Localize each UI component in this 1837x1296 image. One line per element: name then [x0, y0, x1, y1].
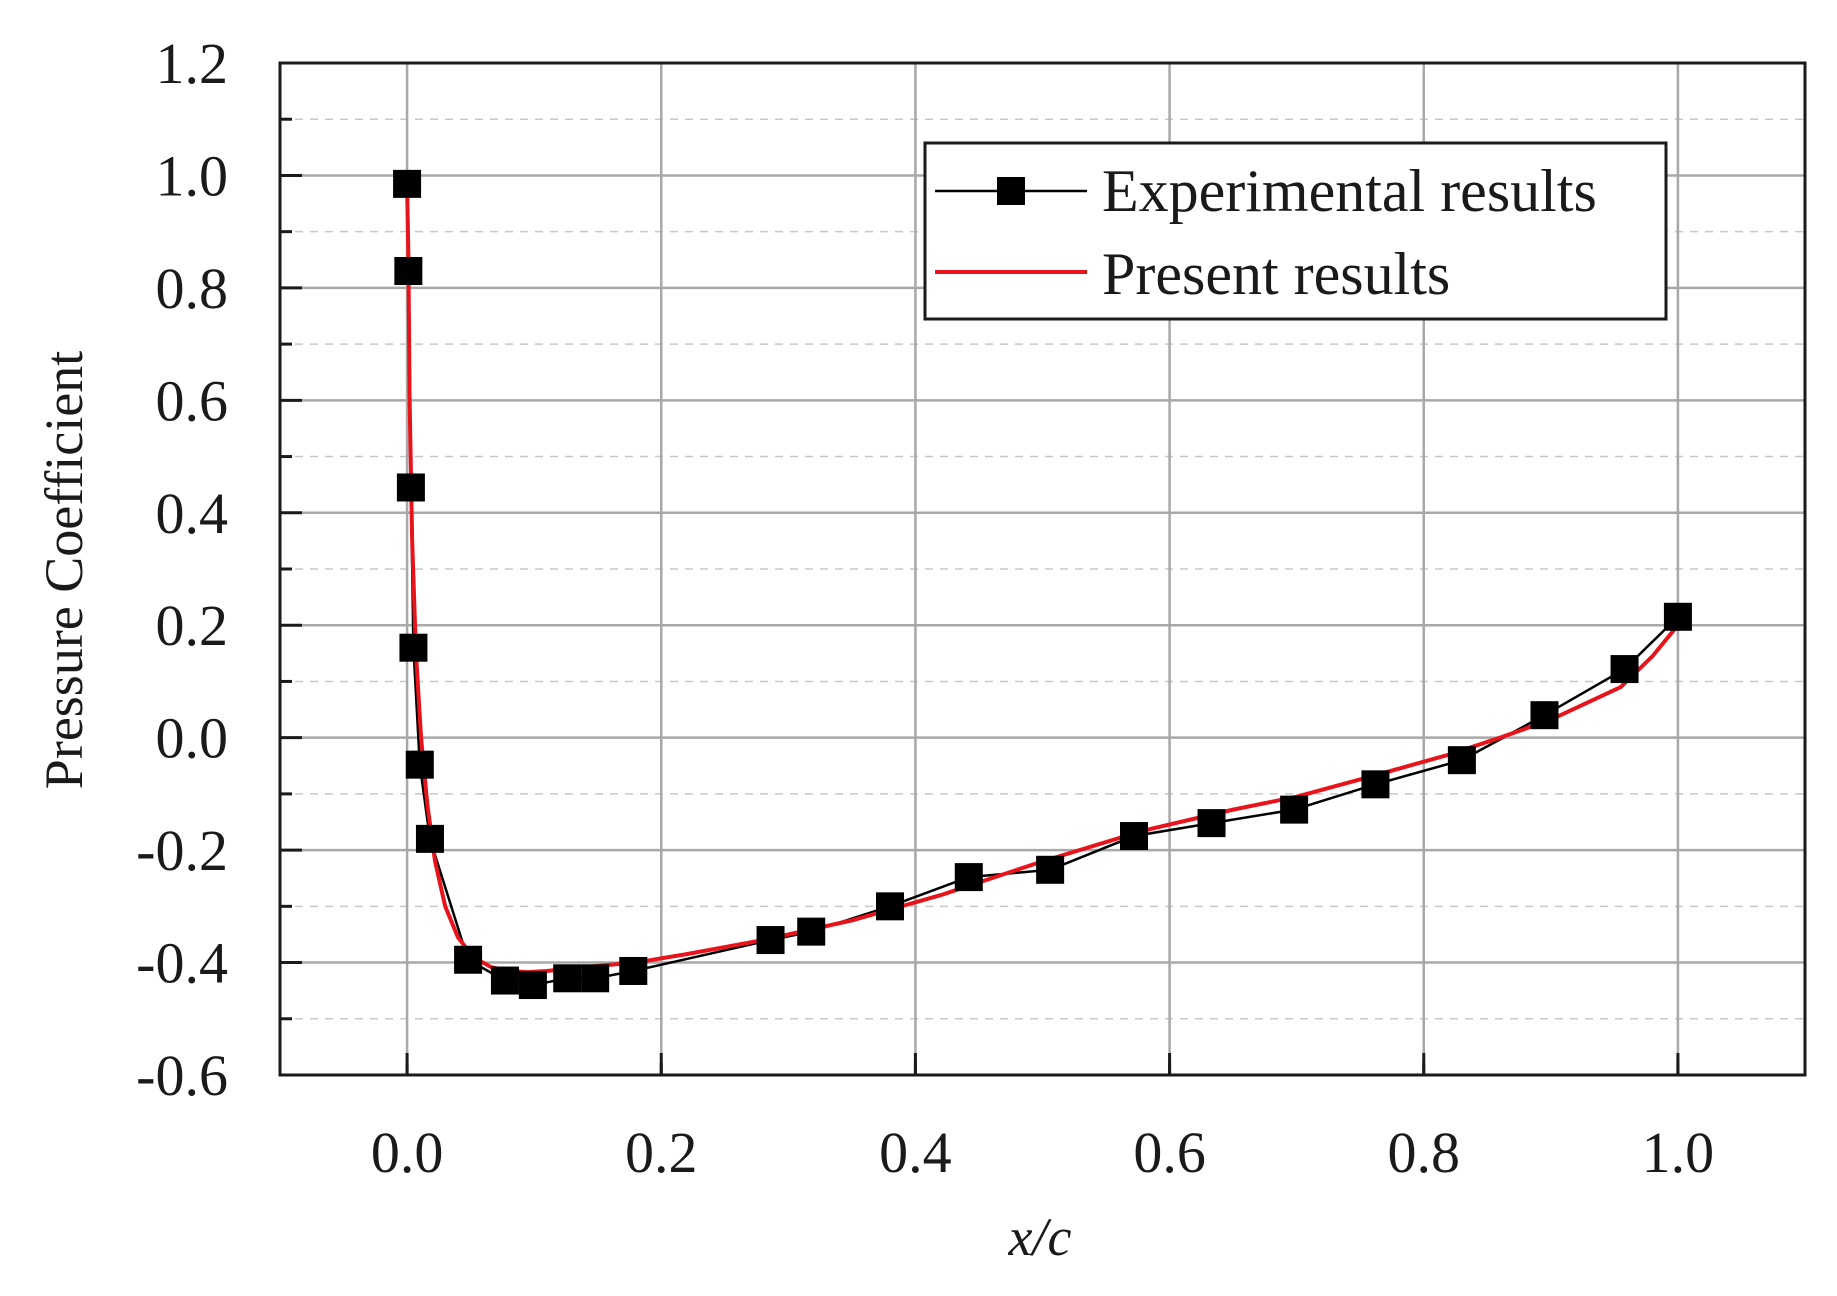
experimental-point: [454, 945, 483, 974]
experimental-point: [1447, 746, 1476, 775]
y-tick-label: 0.8: [156, 256, 229, 321]
x-tick-label: 0.4: [879, 1120, 952, 1185]
experimental-point: [553, 964, 582, 993]
x-tick-label: 0.6: [1133, 1120, 1206, 1185]
x-tick-label: 0.8: [1388, 1120, 1461, 1185]
experimental-point: [394, 257, 423, 286]
legend: Experimental results Present results: [923, 141, 1668, 321]
x-tick-label: 1.0: [1642, 1120, 1715, 1185]
experimental-point: [1120, 822, 1148, 851]
experimental-point: [954, 863, 983, 892]
legend-box: [923, 141, 1668, 321]
experimental-point: [1663, 602, 1692, 631]
y-tick-label: 0.2: [156, 593, 229, 658]
experimental-point: [756, 926, 785, 955]
experimental-point: [1280, 795, 1309, 824]
experimental-point: [1197, 809, 1226, 838]
experimental-point: [393, 169, 422, 198]
series-layer: [393, 169, 1692, 1000]
legend-marker-experimental: [997, 177, 1025, 205]
experimental-point: [1036, 855, 1065, 884]
experimental-point: [518, 971, 547, 1000]
legend-label-experimental: Experimental results: [1102, 158, 1597, 224]
experimental-point: [415, 824, 444, 853]
experimental-point: [1610, 655, 1639, 684]
y-tick-label: -0.2: [136, 818, 228, 883]
experimental-point: [399, 633, 428, 662]
experimental-point: [1361, 770, 1390, 799]
y-tick-label: 0.0: [156, 706, 229, 771]
x-tick-label: 0.2: [625, 1120, 698, 1185]
experimental-point: [581, 964, 610, 993]
y-axis-title: Pressure Coefficient: [34, 351, 94, 789]
experimental-point: [797, 917, 826, 946]
legend-label-present: Present results: [1102, 241, 1450, 307]
y-tick-label: 0.4: [156, 481, 229, 546]
y-tick-label: -0.4: [136, 931, 228, 996]
experimental-point: [619, 956, 648, 985]
experimental-point: [405, 750, 434, 779]
x-tick-label: 0.0: [371, 1120, 444, 1185]
x-axis-title: x/c: [1008, 1207, 1072, 1267]
y-tick-label: 1.0: [156, 143, 229, 208]
experimental-point: [490, 966, 519, 995]
experimental-point: [876, 892, 904, 921]
axes: [278, 61, 1807, 1077]
experimental-point: [1530, 701, 1559, 730]
y-tick-label: -0.6: [136, 1043, 228, 1108]
experimental-point: [396, 473, 425, 502]
y-tick-label: 0.6: [156, 368, 229, 433]
tick-labels: -0.6 -0.4 -0.2 0.0 0.2 0.4 0.6 0.8 1.0 1.2 0.0 0.2 0…: [136, 31, 1714, 1185]
y-tick-label: 1.2: [156, 31, 229, 96]
